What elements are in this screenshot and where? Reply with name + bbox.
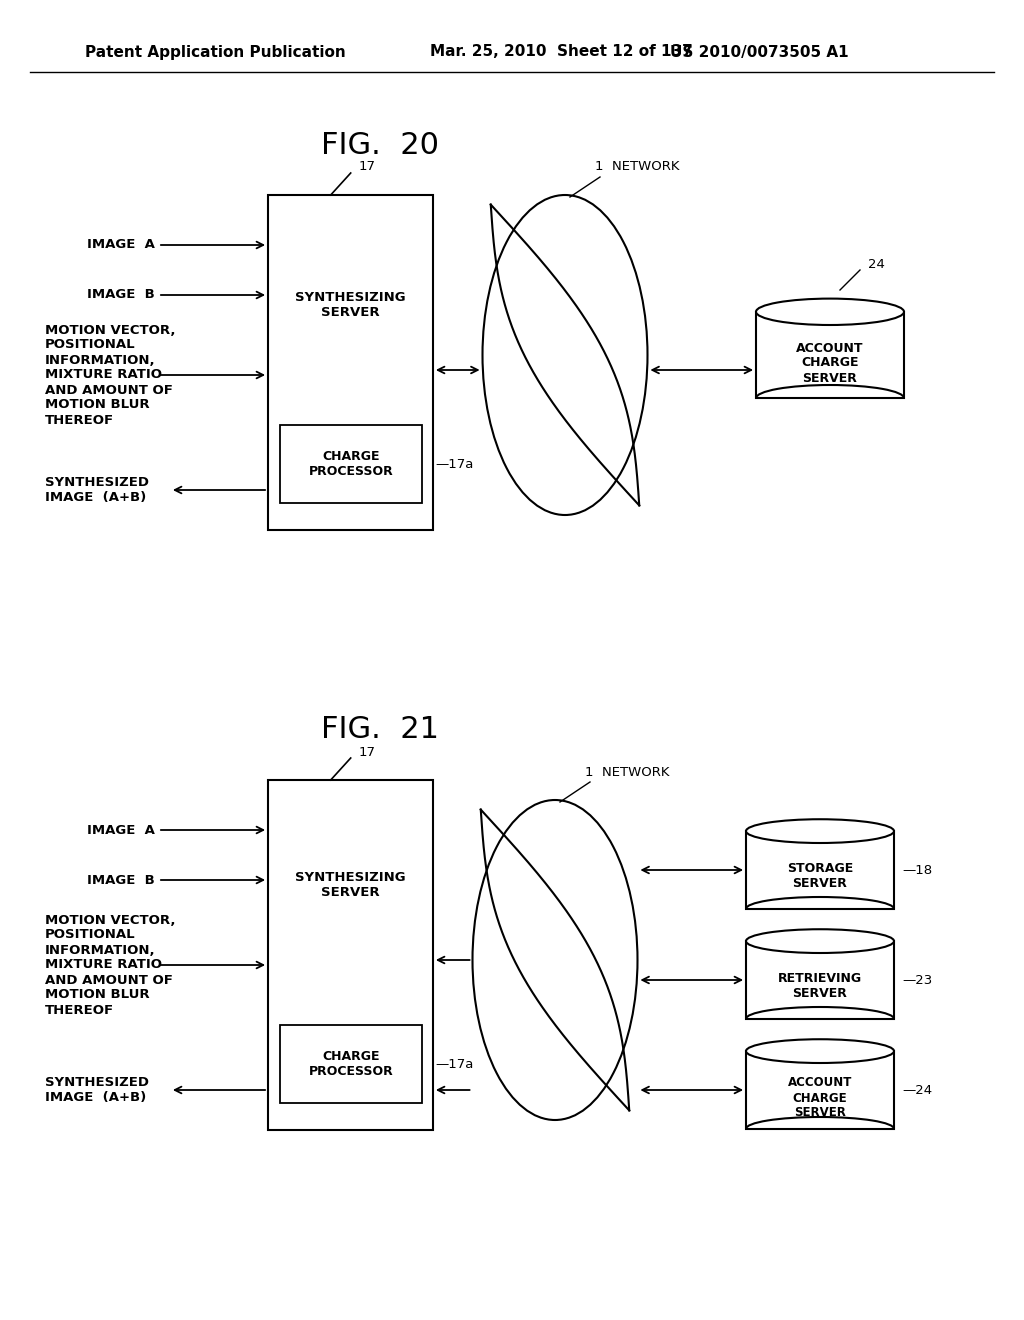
Text: IMAGE  B: IMAGE B — [87, 289, 155, 301]
Text: Patent Application Publication: Patent Application Publication — [85, 45, 346, 59]
Ellipse shape — [746, 929, 894, 953]
Text: Mar. 25, 2010  Sheet 12 of 137: Mar. 25, 2010 Sheet 12 of 137 — [430, 45, 693, 59]
Ellipse shape — [756, 298, 904, 325]
Text: 1  NETWORK: 1 NETWORK — [595, 161, 680, 173]
Bar — [746, 1051, 894, 1129]
Text: FIG.  20: FIG. 20 — [321, 131, 439, 160]
Bar — [268, 195, 433, 531]
Text: 17: 17 — [358, 161, 376, 173]
Text: —17a: —17a — [435, 458, 473, 470]
Ellipse shape — [746, 1039, 894, 1063]
Bar — [756, 312, 904, 399]
Text: —18: —18 — [902, 863, 932, 876]
Text: STORAGE
SERVER: STORAGE SERVER — [786, 862, 853, 890]
Text: ACCOUNT
CHARGE
SERVER: ACCOUNT CHARGE SERVER — [797, 342, 864, 384]
Text: IMAGE  A: IMAGE A — [87, 824, 155, 837]
Text: IMAGE  A: IMAGE A — [87, 239, 155, 252]
Text: FIG.  21: FIG. 21 — [321, 715, 439, 744]
Text: CHARGE
PROCESSOR: CHARGE PROCESSOR — [308, 450, 393, 478]
Text: —24: —24 — [902, 1084, 932, 1097]
Text: 1  NETWORK: 1 NETWORK — [585, 766, 670, 779]
Bar — [268, 780, 433, 1130]
Text: IMAGE  B: IMAGE B — [87, 874, 155, 887]
Text: ACCOUNT
CHARGE
SERVER: ACCOUNT CHARGE SERVER — [787, 1077, 852, 1119]
Bar — [280, 425, 422, 503]
Text: 17: 17 — [358, 746, 376, 759]
Text: 24: 24 — [868, 259, 885, 272]
Text: CHARGE
PROCESSOR: CHARGE PROCESSOR — [308, 1049, 393, 1078]
Bar — [746, 941, 894, 1019]
Text: US 2010/0073505 A1: US 2010/0073505 A1 — [670, 45, 849, 59]
Ellipse shape — [746, 820, 894, 843]
Text: —17a: —17a — [435, 1057, 473, 1071]
Bar — [746, 832, 894, 909]
Text: SYNTHESIZING
SERVER: SYNTHESIZING SERVER — [295, 871, 406, 899]
Text: SYNTHESIZING
SERVER: SYNTHESIZING SERVER — [295, 290, 406, 319]
Bar — [280, 1026, 422, 1104]
Ellipse shape — [472, 800, 638, 1119]
Ellipse shape — [482, 195, 647, 515]
Text: MOTION VECTOR,
POSITIONAL
INFORMATION,
MIXTURE RATIO
AND AMOUNT OF
MOTION BLUR
T: MOTION VECTOR, POSITIONAL INFORMATION, M… — [45, 913, 175, 1016]
Text: MOTION VECTOR,
POSITIONAL
INFORMATION,
MIXTURE RATIO
AND AMOUNT OF
MOTION BLUR
T: MOTION VECTOR, POSITIONAL INFORMATION, M… — [45, 323, 175, 426]
Text: SYNTHESIZED
IMAGE  (A+B): SYNTHESIZED IMAGE (A+B) — [45, 1076, 150, 1104]
Text: RETRIEVING
SERVER: RETRIEVING SERVER — [778, 972, 862, 1001]
Text: SYNTHESIZED
IMAGE  (A+B): SYNTHESIZED IMAGE (A+B) — [45, 477, 150, 504]
Text: —23: —23 — [902, 974, 932, 986]
